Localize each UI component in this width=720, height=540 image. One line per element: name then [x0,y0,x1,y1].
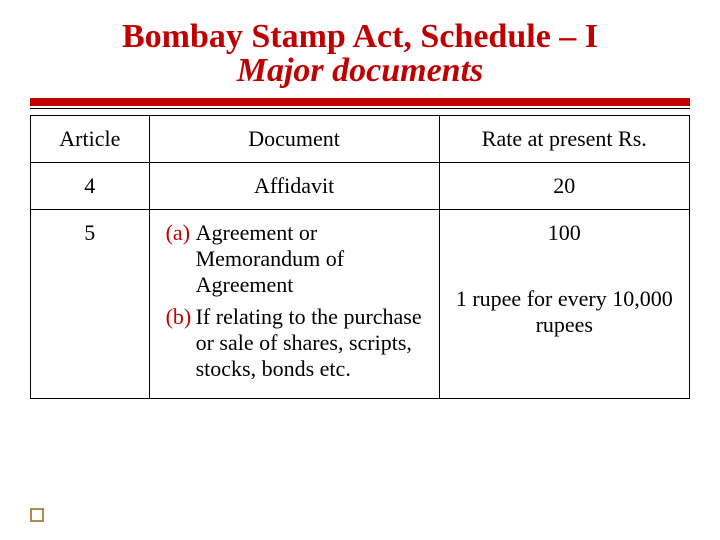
cell-rate: 20 [439,163,689,210]
table-header-row: Article Document Rate at present Rs. [31,116,690,163]
document-item: (a) Agreement or Memorandum of Agreement [166,220,427,298]
item-text: If relating to the purchase or sale of s… [196,304,427,382]
rate-main: 100 [548,220,581,245]
table-row: 5 (a) Agreement or Memorandum of Agreeme… [31,210,690,399]
footer-square-icon [30,508,44,522]
title-line-2: Major documents [30,52,690,90]
rate-sub: 1 rupee for every 10,000 rupees [452,286,677,338]
cell-article: 5 [31,210,150,399]
documents-table: Article Document Rate at present Rs. 4 A… [30,115,690,399]
item-marker: (a) [166,220,196,298]
title-thin-rule [30,108,690,109]
cell-rate: 100 1 rupee for every 10,000 rupees [439,210,689,399]
slide-title: Bombay Stamp Act, Schedule – I Major doc… [30,18,690,90]
document-item: (b) If relating to the purchase or sale … [166,304,427,382]
cell-article: 4 [31,163,150,210]
table-row: 4 Affidavit 20 [31,163,690,210]
cell-document: (a) Agreement or Memorandum of Agreement… [149,210,439,399]
title-thick-rule [30,98,690,106]
title-line-1: Bombay Stamp Act, Schedule – I [30,18,690,56]
header-document: Document [149,116,439,163]
cell-document: Affidavit [149,163,439,210]
item-marker: (b) [166,304,196,382]
item-text: Agreement or Memorandum of Agreement [196,220,427,298]
header-article: Article [31,116,150,163]
header-rate: Rate at present Rs. [439,116,689,163]
